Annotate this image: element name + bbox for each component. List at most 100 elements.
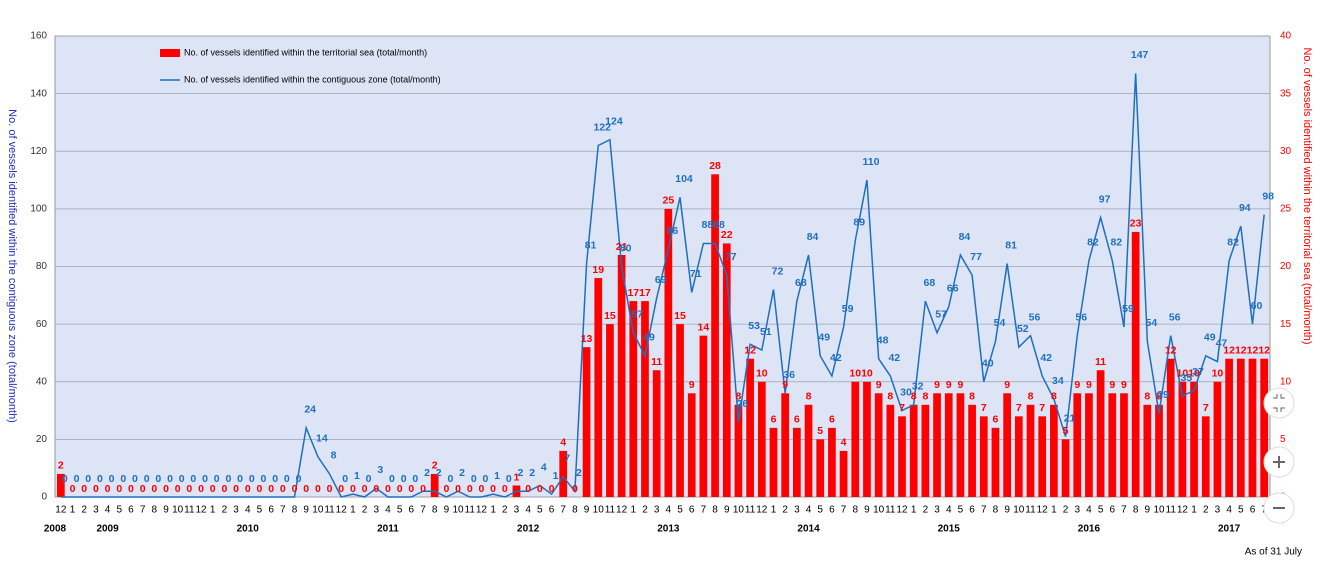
x-tick-label: 1 bbox=[350, 505, 356, 516]
bar-value-label: 0 bbox=[303, 483, 309, 495]
x-tick-label: 9 bbox=[303, 505, 309, 516]
bar-value-label: 28 bbox=[709, 160, 721, 172]
line-value-label: 57 bbox=[935, 309, 947, 321]
year-label: 2009 bbox=[96, 524, 119, 535]
bar bbox=[1260, 358, 1269, 497]
line-value-label: 49 bbox=[818, 332, 830, 344]
line-value-label: 1 bbox=[354, 470, 360, 482]
line-value-label: 0 bbox=[471, 473, 477, 485]
x-tick-label: 1 bbox=[490, 505, 496, 516]
bar-value-label: 0 bbox=[198, 483, 204, 495]
x-tick-label: 9 bbox=[163, 505, 169, 516]
bar-value-label: 6 bbox=[993, 414, 999, 426]
x-tick-label: 3 bbox=[794, 505, 800, 516]
line-value-label: 77 bbox=[970, 251, 982, 263]
bar bbox=[874, 393, 883, 497]
bar-value-label: 8 bbox=[911, 391, 917, 403]
bar-value-label: 0 bbox=[268, 483, 274, 495]
x-tick-label: 6 bbox=[128, 505, 134, 516]
bar-value-label: 12 bbox=[1165, 344, 1177, 356]
x-tick-label: 1 bbox=[911, 505, 917, 516]
bar bbox=[898, 416, 906, 497]
x-tick-label: 8 bbox=[572, 505, 578, 516]
line-value-label: 56 bbox=[1029, 311, 1041, 323]
y-tick-label: 160 bbox=[30, 31, 47, 42]
line-value-label: 0 bbox=[85, 473, 91, 485]
line-value-label: 0 bbox=[167, 473, 173, 485]
line-value-label: 86 bbox=[666, 225, 678, 237]
x-tick-label: 3 bbox=[934, 505, 940, 516]
x-tick-label: 9 bbox=[1145, 505, 1151, 516]
x-tick-label: 4 bbox=[946, 505, 952, 516]
bar bbox=[617, 254, 626, 497]
line-value-label: 1 bbox=[494, 470, 500, 482]
bar-value-label: 0 bbox=[280, 483, 286, 495]
bar-value-label: 7 bbox=[899, 402, 905, 414]
line-value-label: 68 bbox=[795, 277, 807, 289]
line-value-label: 54 bbox=[1145, 317, 1157, 329]
y2-tick-label: 35 bbox=[1280, 88, 1292, 99]
bar bbox=[1143, 404, 1152, 497]
line-value-label: 56 bbox=[1075, 311, 1087, 323]
x-tick-label: 12 bbox=[476, 505, 488, 516]
line-value-label: 0 bbox=[272, 473, 278, 485]
bar bbox=[757, 381, 766, 497]
bar-value-label: 0 bbox=[292, 483, 298, 495]
bar-value-label: 8 bbox=[969, 391, 975, 403]
x-tick-label: 7 bbox=[841, 505, 847, 516]
x-tick-label: 11 bbox=[465, 505, 476, 516]
bar-value-label: 0 bbox=[221, 483, 227, 495]
x-tick-label: 7 bbox=[140, 505, 146, 516]
x-tick-label: 10 bbox=[172, 505, 184, 516]
bar-value-label: 0 bbox=[233, 483, 239, 495]
line-value-label: 81 bbox=[585, 239, 597, 251]
bar bbox=[594, 278, 603, 497]
bar-value-label: 0 bbox=[128, 483, 134, 495]
bar-value-label: 0 bbox=[572, 483, 578, 495]
bar-value-label: 1 bbox=[514, 471, 520, 483]
bar bbox=[792, 427, 801, 497]
line-value-label: 36 bbox=[783, 369, 795, 381]
bar-value-label: 0 bbox=[175, 483, 181, 495]
year-label: 2013 bbox=[657, 524, 680, 535]
x-tick-label: 11 bbox=[605, 505, 616, 516]
x-tick-label: 1 bbox=[210, 505, 216, 516]
line-value-label: 82 bbox=[1110, 237, 1122, 249]
x-tick-label: 9 bbox=[444, 505, 450, 516]
line-value-label: 104 bbox=[675, 173, 693, 185]
bar-value-label: 0 bbox=[70, 483, 76, 495]
x-tick-label: 5 bbox=[958, 505, 964, 516]
line-value-label: 66 bbox=[947, 283, 959, 295]
y2-tick-label: 20 bbox=[1280, 261, 1292, 272]
x-tick-label: 4 bbox=[105, 505, 111, 516]
bar-value-label: 9 bbox=[946, 379, 952, 391]
y2-tick-label: 10 bbox=[1280, 376, 1292, 387]
bar-value-label: 12 bbox=[1223, 344, 1235, 356]
line-value-label: 48 bbox=[877, 334, 889, 346]
bar-value-label: 9 bbox=[1121, 379, 1127, 391]
y2-tick-label: 30 bbox=[1280, 146, 1292, 157]
x-tick-label: 9 bbox=[724, 505, 730, 516]
bar bbox=[1096, 370, 1105, 497]
line-value-label: 4 bbox=[541, 461, 547, 473]
bar bbox=[629, 301, 638, 497]
x-tick-label: 3 bbox=[1074, 505, 1080, 516]
bar bbox=[722, 243, 731, 497]
x-tick-label: 9 bbox=[1004, 505, 1010, 516]
x-tick-label: 3 bbox=[514, 505, 520, 516]
line-value-label: 49 bbox=[643, 332, 655, 344]
line-value-label: 0 bbox=[447, 473, 453, 485]
x-tick-label: 5 bbox=[257, 505, 263, 516]
x-tick-label: 8 bbox=[152, 505, 158, 516]
bar-value-label: 9 bbox=[1004, 379, 1010, 391]
reset-zoom-button[interactable] bbox=[1263, 387, 1295, 419]
x-tick-label: 2 bbox=[782, 505, 788, 516]
line-value-label: 21 bbox=[1064, 412, 1076, 424]
bar-value-label: 7 bbox=[981, 402, 987, 414]
line-value-label: 0 bbox=[249, 473, 255, 485]
x-tick-label: 4 bbox=[385, 505, 391, 516]
bar-value-label: 0 bbox=[408, 483, 414, 495]
bar-value-label: 8 bbox=[1144, 391, 1150, 403]
x-tick-label: 3 bbox=[1215, 505, 1221, 516]
